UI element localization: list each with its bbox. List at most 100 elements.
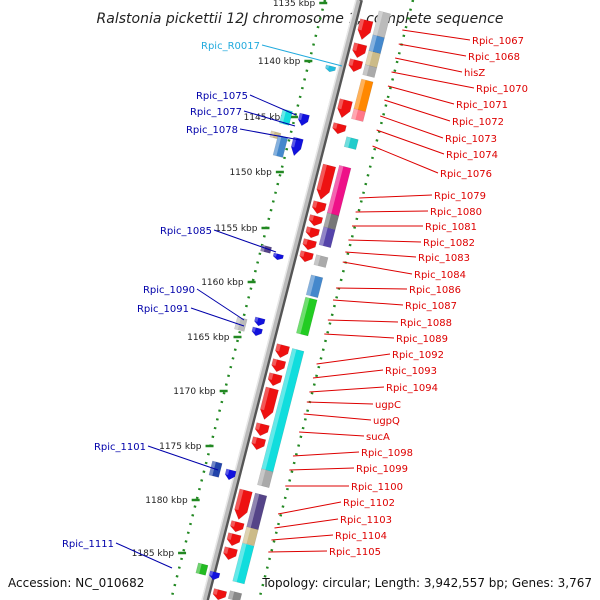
gene-block-left	[272, 134, 289, 158]
kbp-label: 1175 kbp	[159, 442, 202, 452]
gene-label-right: Rpic_1098	[361, 448, 413, 459]
right-leader-line	[359, 194, 433, 199]
gene-label-right: Rpic_1082	[423, 238, 475, 249]
gene-label-right: Rpic_1105	[329, 547, 381, 558]
rna-label-left: Rpic_R0017	[201, 41, 260, 52]
right-leader-line	[345, 251, 417, 258]
gene-arrow-red	[305, 226, 321, 239]
kbp-label: 1165 kbp	[187, 333, 230, 343]
gene-label-left: Rpic_1078	[186, 125, 238, 136]
left-leader-line	[196, 288, 245, 321]
dotted-tracks	[169, 0, 415, 600]
kbp-label: 1135 kbp	[273, 0, 316, 9]
right-leader-line	[372, 145, 439, 174]
gene-block	[296, 296, 318, 337]
gene-arrow-left	[224, 468, 237, 481]
right-labels: Rpic_1067 Rpic_1068 hisZ Rpic_1070 Rpic_1071…	[268, 29, 528, 558]
gene-label-right: Rpic_1089	[396, 334, 448, 345]
gene-arrow-left	[272, 252, 284, 261]
right-leader-line	[391, 71, 475, 89]
gene-block-left	[234, 316, 248, 332]
backbone-highlight	[201, 0, 357, 600]
right-leader-line	[274, 518, 339, 529]
gene-arrow-red	[234, 488, 253, 520]
gene-label-right: Rpic_1099	[356, 464, 408, 475]
gene-block	[246, 492, 268, 531]
gene-label-right: Rpic_1081	[425, 222, 477, 233]
gene-block	[353, 78, 374, 113]
right-leader-line	[309, 386, 385, 393]
gene-label-right: Rpic_1100	[351, 482, 403, 493]
gene-label-right: Rpic_1076	[440, 169, 492, 180]
topology-text: Topology: circular; Length: 3,942,557 bp…	[261, 576, 592, 590]
right-leader-line	[277, 501, 342, 515]
kbp-label: 1155 kbp	[215, 224, 258, 234]
gene-label-right: Rpic_1092	[392, 350, 444, 361]
backbone-line	[201, 0, 361, 600]
gene-label-right: Rpic_1088	[400, 318, 452, 329]
gene-arrow-red	[226, 532, 242, 547]
left-leader-line	[190, 307, 245, 327]
gene-label-right: Rpic_1094	[386, 383, 438, 394]
left-leader-line	[249, 94, 297, 116]
gene-block	[343, 136, 359, 150]
kbp-label: 1150 kbp	[229, 168, 272, 178]
gene-block	[351, 108, 366, 122]
gene-label-right: ugpQ	[373, 416, 400, 427]
gene-label-right: Rpic_1102	[343, 498, 395, 509]
kbp-label: 1185 kbp	[132, 549, 175, 559]
right-leader-line	[292, 451, 360, 457]
gene-arrow-red	[299, 250, 314, 263]
gene-label-right: Rpic_1093	[385, 366, 437, 377]
gene-arrow-red	[267, 372, 283, 387]
gene-arrow-red	[352, 42, 368, 59]
right-leader-line	[316, 353, 391, 365]
backbone-shadow	[205, 0, 363, 600]
gene-arrow-red	[260, 386, 279, 420]
gene-label-right: Rpic_1072	[452, 117, 504, 128]
kbp-label: 1170 kbp	[173, 387, 216, 397]
gene-label-left: Rpic_1075	[196, 91, 248, 102]
right-leader-line	[348, 239, 422, 243]
gene-block	[368, 34, 385, 55]
gene-label-right: Rpic_1067	[472, 36, 524, 47]
gene-label-left: Rpic_1091	[137, 304, 189, 315]
gene-arrow-red	[308, 214, 324, 227]
gene-label-right: Rpic_1071	[456, 100, 508, 111]
right-leader-line	[271, 534, 334, 541]
gene-arrow-red	[357, 18, 374, 41]
gene-label-left: Rpic_1077	[190, 107, 242, 118]
gene-label-right: Rpic_1084	[414, 270, 466, 281]
gene-label-right: Rpic_1087	[405, 301, 457, 312]
gene-label-right: Rpic_1074	[446, 150, 498, 161]
gene-arrow-red	[302, 238, 317, 251]
gene-label-right: ugpC	[375, 400, 401, 411]
right-leader-line	[336, 287, 408, 290]
right-leader-line	[303, 413, 372, 421]
right-leader-line	[395, 57, 463, 73]
gene-block	[257, 468, 274, 489]
left-leader-line	[213, 229, 277, 253]
gene-arrow-left	[325, 64, 337, 73]
gene-label-right: sucA	[366, 432, 390, 443]
gene-label-right: Rpic_1073	[445, 134, 497, 145]
gene-label-right: Rpic_1079	[434, 191, 486, 202]
gene-block-left	[260, 244, 272, 254]
right-leader-line	[384, 99, 451, 122]
gene-block	[362, 64, 378, 78]
right-leader-line	[327, 319, 399, 323]
gene-arrow-red	[332, 122, 347, 135]
gene-arrow-red	[316, 163, 337, 200]
gene-block	[323, 212, 340, 230]
right-leader-line	[268, 550, 328, 553]
gene-label-left: Rpic_1111	[62, 539, 114, 550]
kbp-label: 1180 kbp	[145, 496, 188, 506]
gene-arrow-red	[254, 422, 270, 437]
gene-label-right: Rpic_1070	[476, 84, 528, 95]
right-leader-line	[398, 43, 467, 57]
gene-arrow-left	[208, 570, 221, 581]
right-leader-line	[380, 115, 444, 139]
gene-arrow-red	[337, 98, 353, 119]
gene-arrow-left	[290, 136, 304, 157]
